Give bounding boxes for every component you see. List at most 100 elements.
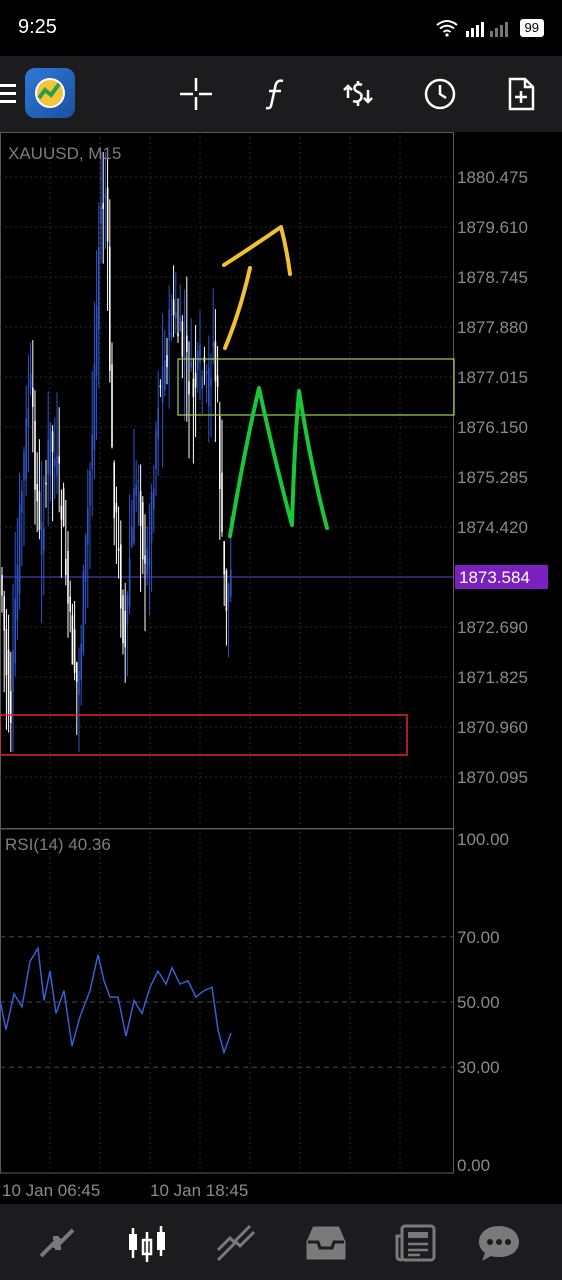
candle-body	[100, 205, 102, 224]
history-icon[interactable]	[304, 1222, 348, 1264]
price-tick-label: 1877.015	[457, 368, 528, 387]
crosshair-icon[interactable]	[178, 76, 214, 112]
rsi-pane-border	[0, 828, 454, 1174]
yellow-up-arrow[interactable]	[222, 225, 292, 350]
currency-exchange-icon[interactable]	[340, 76, 376, 112]
candle-body	[113, 462, 115, 518]
candle-body	[139, 491, 142, 526]
candle-body	[159, 385, 162, 388]
candle-body	[172, 299, 175, 316]
candle-body	[10, 691, 12, 723]
candle-body	[133, 488, 135, 544]
candle-body	[216, 375, 219, 387]
candle-body	[142, 502, 144, 560]
candle-body	[177, 332, 179, 337]
candlesticks	[1, 152, 232, 752]
candle-body	[43, 527, 45, 551]
candle-body	[126, 595, 129, 625]
price-tick-label: 1874.420	[457, 518, 528, 537]
menu-icon[interactable]	[0, 81, 18, 107]
candle-body	[201, 376, 203, 390]
candle-body	[58, 456, 60, 464]
candle-body	[56, 455, 58, 476]
support-zone-box[interactable]	[0, 714, 408, 756]
candle-body	[161, 366, 164, 403]
battery-indicator: 99	[519, 19, 544, 37]
clock-icon[interactable]	[422, 76, 458, 112]
signal-icon	[465, 22, 508, 37]
candle-body	[168, 309, 170, 341]
candle-body	[179, 316, 181, 332]
candle-body	[5, 628, 8, 676]
drawing-annotations[interactable]	[0, 225, 455, 756]
candle-body	[84, 535, 87, 582]
price-tick-label: 1878.745	[457, 268, 528, 287]
chart-area[interactable]: XAUUSD, M15 RSI(14) 40.36 1880.475 1879.6…	[0, 132, 562, 1204]
candle-body	[93, 363, 96, 450]
candle-body	[190, 361, 192, 368]
candle-body	[3, 596, 5, 631]
price-tick-label: 1877.880	[457, 318, 528, 337]
candle-body	[210, 378, 212, 386]
candle-body	[219, 416, 221, 490]
chart-toolbar	[0, 56, 562, 132]
candle-body	[194, 372, 197, 388]
candle-body	[23, 452, 25, 482]
candle-body	[76, 662, 78, 682]
candle-body	[208, 367, 210, 407]
candle-body	[82, 570, 85, 652]
price-tick-label: 1871.825	[457, 668, 528, 687]
candle-body	[45, 482, 47, 485]
wifi-icon	[435, 20, 458, 37]
price-tick-label: 1880.475	[457, 168, 528, 187]
chart-grid	[0, 132, 454, 1174]
candle-body	[230, 569, 232, 597]
candle-body	[166, 355, 168, 368]
candle-body	[148, 559, 151, 566]
candle-body	[188, 381, 190, 395]
candle-body	[227, 583, 230, 603]
candle-body	[109, 246, 111, 371]
rsi-tick-label: 100.00	[457, 830, 509, 849]
candle-body	[69, 596, 71, 612]
candle-body	[197, 350, 199, 370]
candle-body	[49, 422, 52, 477]
candle-body	[87, 506, 89, 545]
price-tick-label: 1872.690	[457, 618, 528, 637]
messages-icon[interactable]	[477, 1222, 521, 1264]
rsi-path	[0, 945, 232, 1056]
candle-body	[212, 343, 214, 347]
candle-body	[122, 595, 124, 644]
price-tick-label: 1879.610	[457, 218, 528, 237]
candle-body	[21, 490, 23, 513]
candle-body	[146, 548, 148, 575]
candle-body	[38, 491, 41, 531]
resistance-zone-box[interactable]	[177, 358, 455, 416]
candle-body	[32, 387, 34, 407]
candle-body	[192, 378, 195, 398]
candle-body	[14, 598, 16, 664]
candle-body	[36, 483, 38, 502]
candle-body	[153, 488, 155, 510]
status-bar: 9:25 99	[0, 0, 562, 56]
status-time: 9:25	[18, 16, 57, 38]
chart-canvas[interactable]: XAUUSD, M15 RSI(14) 40.36 1880.475 1879.6…	[0, 132, 562, 1204]
candle-body	[67, 550, 69, 604]
news-icon[interactable]	[394, 1222, 438, 1264]
candle-body	[164, 360, 166, 391]
candle-body	[73, 629, 76, 673]
rsi-tick-label: 30.00	[457, 1058, 500, 1077]
green-m-shape[interactable]	[228, 386, 329, 538]
time-axis-label: 10 Jan 06:45	[2, 1181, 100, 1200]
quotes-icon[interactable]	[35, 1222, 79, 1264]
price-tick-label: 1875.285	[457, 468, 528, 487]
candle-body	[157, 407, 159, 440]
candle-body	[54, 458, 56, 467]
symbol-label: XAUUSD, M15	[8, 144, 121, 163]
function-icon[interactable]	[259, 76, 295, 112]
trade-icon[interactable]	[214, 1222, 258, 1264]
axis-labels: XAUUSD, M15 RSI(14) 40.36 1880.475 1879.6…	[2, 144, 548, 1200]
chart-icon[interactable]	[125, 1222, 169, 1264]
new-order-icon[interactable]	[503, 76, 539, 112]
metatrader-logo-icon	[35, 78, 65, 108]
